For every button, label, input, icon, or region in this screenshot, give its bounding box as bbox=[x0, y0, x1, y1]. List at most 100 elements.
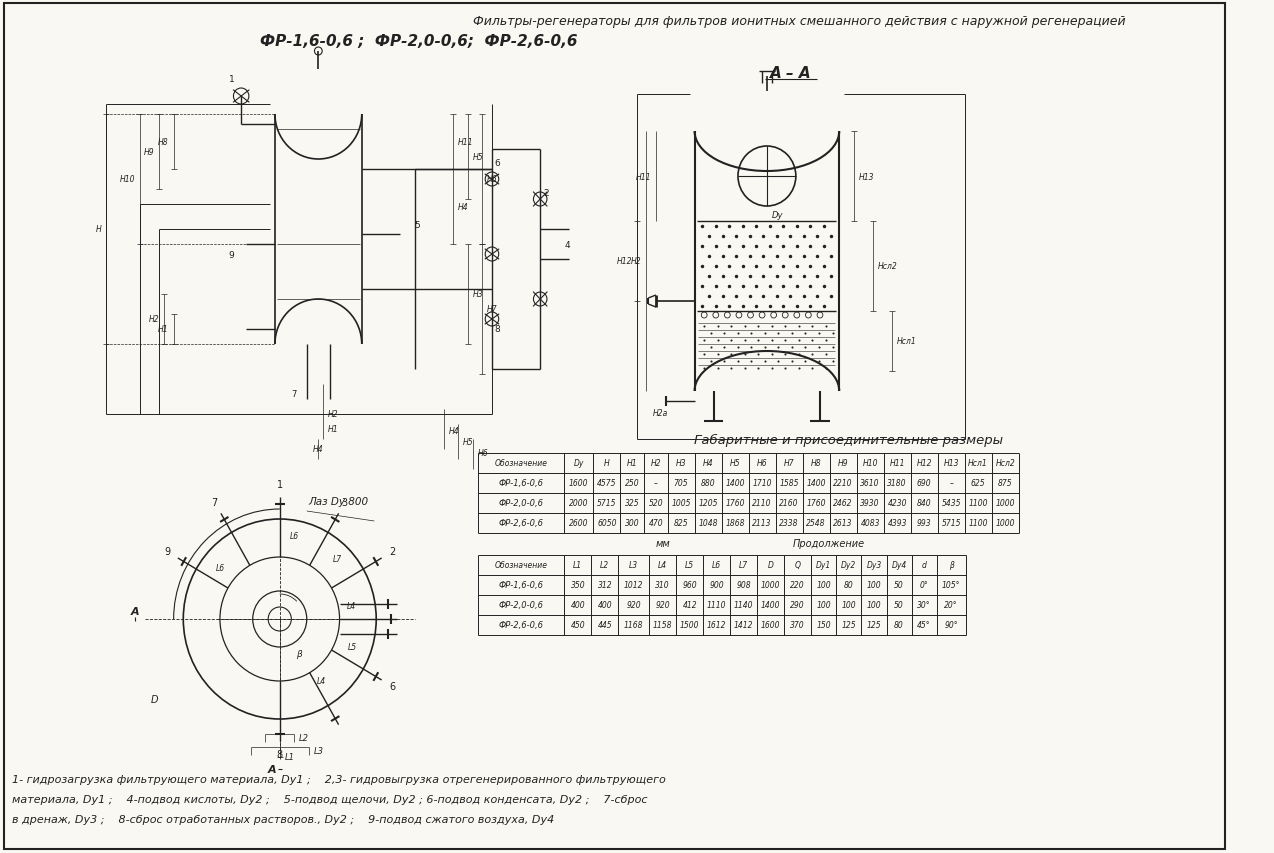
Text: 45°: 45° bbox=[917, 621, 931, 630]
Text: L7: L7 bbox=[739, 560, 748, 570]
Text: 325: 325 bbox=[626, 499, 640, 508]
Text: Фильтры-регенераторы для фильтров ионитных смешанного действия с наружной регене: Фильтры-регенераторы для фильтров ионитн… bbox=[473, 15, 1125, 28]
Text: ФР-2,0-0,6: ФР-2,0-0,6 bbox=[498, 499, 544, 508]
Text: β: β bbox=[949, 560, 954, 570]
Text: 908: 908 bbox=[736, 581, 752, 589]
Text: H13: H13 bbox=[944, 459, 959, 468]
Text: 5715: 5715 bbox=[598, 499, 617, 508]
Text: H4: H4 bbox=[703, 459, 713, 468]
Text: 705: 705 bbox=[674, 479, 688, 488]
Text: 920: 920 bbox=[655, 601, 670, 610]
Text: A: A bbox=[131, 606, 139, 616]
Text: 125: 125 bbox=[842, 621, 856, 630]
Text: H4: H4 bbox=[459, 203, 469, 212]
Text: H6: H6 bbox=[487, 176, 498, 184]
Text: d: d bbox=[921, 560, 926, 570]
Text: 2110: 2110 bbox=[753, 499, 772, 508]
Text: Hсл2: Hсл2 bbox=[878, 262, 898, 271]
Text: 90°: 90° bbox=[944, 621, 958, 630]
Text: H12: H12 bbox=[617, 258, 632, 266]
Text: 5435: 5435 bbox=[941, 499, 961, 508]
Text: 920: 920 bbox=[627, 601, 641, 610]
Text: 80: 80 bbox=[894, 621, 905, 630]
Text: 20°: 20° bbox=[944, 601, 958, 610]
Text: 400: 400 bbox=[571, 601, 585, 610]
Text: β: β bbox=[296, 650, 302, 659]
Text: 1600: 1600 bbox=[761, 621, 781, 630]
Text: 520: 520 bbox=[648, 499, 664, 508]
Text: 9: 9 bbox=[228, 250, 234, 259]
Text: 6: 6 bbox=[390, 682, 396, 692]
Text: L5: L5 bbox=[685, 560, 694, 570]
Text: H11: H11 bbox=[889, 459, 905, 468]
Text: H2: H2 bbox=[631, 258, 642, 266]
Text: H9: H9 bbox=[144, 148, 154, 157]
Text: 1760: 1760 bbox=[725, 499, 745, 508]
Text: 625: 625 bbox=[971, 479, 986, 488]
Text: –: – bbox=[654, 479, 657, 488]
Text: Обозначение: Обозначение bbox=[494, 459, 548, 468]
Text: 7: 7 bbox=[292, 390, 297, 399]
Text: H5: H5 bbox=[462, 438, 474, 447]
Text: в дренаж, Dу3 ;    8-сброс отработанных растворов., Dу2 ;    9-подвод сжатого во: в дренаж, Dу3 ; 8-сброс отработанных рас… bbox=[11, 814, 554, 824]
Text: 1012: 1012 bbox=[624, 581, 643, 589]
Text: 880: 880 bbox=[701, 479, 716, 488]
Text: 445: 445 bbox=[598, 621, 612, 630]
Text: H7: H7 bbox=[487, 305, 498, 314]
Text: 1000: 1000 bbox=[995, 499, 1015, 508]
Text: 9: 9 bbox=[164, 547, 169, 557]
Text: 100: 100 bbox=[817, 601, 831, 610]
Text: L5: L5 bbox=[348, 642, 357, 651]
Text: 150: 150 bbox=[817, 621, 831, 630]
Text: 2: 2 bbox=[390, 547, 396, 557]
Text: 250: 250 bbox=[626, 479, 640, 488]
Text: 1110: 1110 bbox=[707, 601, 726, 610]
Text: L1: L1 bbox=[573, 560, 582, 570]
Text: 1- гидрозагрузка фильтрующего материала, Dу1 ;    2,3- гидровыгрузка отрегенерир: 1- гидрозагрузка фильтрующего материала,… bbox=[11, 774, 665, 784]
Text: 690: 690 bbox=[917, 479, 931, 488]
Text: L4: L4 bbox=[317, 676, 326, 685]
Text: H11: H11 bbox=[636, 172, 651, 182]
Text: 8: 8 bbox=[494, 325, 499, 334]
Text: 1612: 1612 bbox=[707, 621, 726, 630]
Text: Hсл2: Hсл2 bbox=[995, 459, 1015, 468]
Text: 4393: 4393 bbox=[888, 519, 907, 528]
Text: L7: L7 bbox=[334, 554, 343, 564]
Text: L2: L2 bbox=[299, 734, 310, 743]
Text: 0°: 0° bbox=[920, 581, 929, 589]
Text: H2: H2 bbox=[149, 315, 159, 324]
Text: 4: 4 bbox=[564, 241, 569, 249]
Text: H13: H13 bbox=[859, 172, 874, 182]
Text: ФР-1,6-0,6: ФР-1,6-0,6 bbox=[498, 581, 544, 589]
Text: 825: 825 bbox=[674, 519, 688, 528]
Text: 7: 7 bbox=[211, 497, 218, 508]
Text: мм: мм bbox=[656, 538, 670, 548]
Text: 100: 100 bbox=[866, 601, 882, 610]
Text: H10: H10 bbox=[862, 459, 878, 468]
Text: 125: 125 bbox=[866, 621, 882, 630]
Text: 312: 312 bbox=[598, 581, 612, 589]
Text: Hсл1: Hсл1 bbox=[897, 337, 917, 346]
Text: 1005: 1005 bbox=[671, 499, 691, 508]
Text: 50: 50 bbox=[894, 601, 905, 610]
Text: 5: 5 bbox=[414, 220, 419, 229]
Text: L3: L3 bbox=[313, 746, 324, 756]
Text: 1500: 1500 bbox=[680, 621, 699, 630]
Text: Q: Q bbox=[795, 560, 801, 570]
Text: Dу: Dу bbox=[573, 459, 583, 468]
Text: 470: 470 bbox=[648, 519, 664, 528]
Text: 50: 50 bbox=[894, 581, 905, 589]
Text: 6050: 6050 bbox=[598, 519, 617, 528]
Text: 2613: 2613 bbox=[833, 519, 852, 528]
Text: H6: H6 bbox=[757, 459, 767, 468]
Text: H: H bbox=[604, 459, 610, 468]
Text: D: D bbox=[150, 694, 158, 705]
Text: Лаз Dу 800: Лаз Dу 800 bbox=[308, 496, 368, 507]
Text: L1: L1 bbox=[284, 752, 294, 762]
Text: 1168: 1168 bbox=[624, 621, 643, 630]
Text: 2113: 2113 bbox=[753, 519, 772, 528]
Text: 2000: 2000 bbox=[569, 499, 589, 508]
Text: H5: H5 bbox=[473, 153, 483, 162]
Text: ФР-2,6-0,6: ФР-2,6-0,6 bbox=[498, 621, 544, 630]
Text: 1710: 1710 bbox=[753, 479, 772, 488]
